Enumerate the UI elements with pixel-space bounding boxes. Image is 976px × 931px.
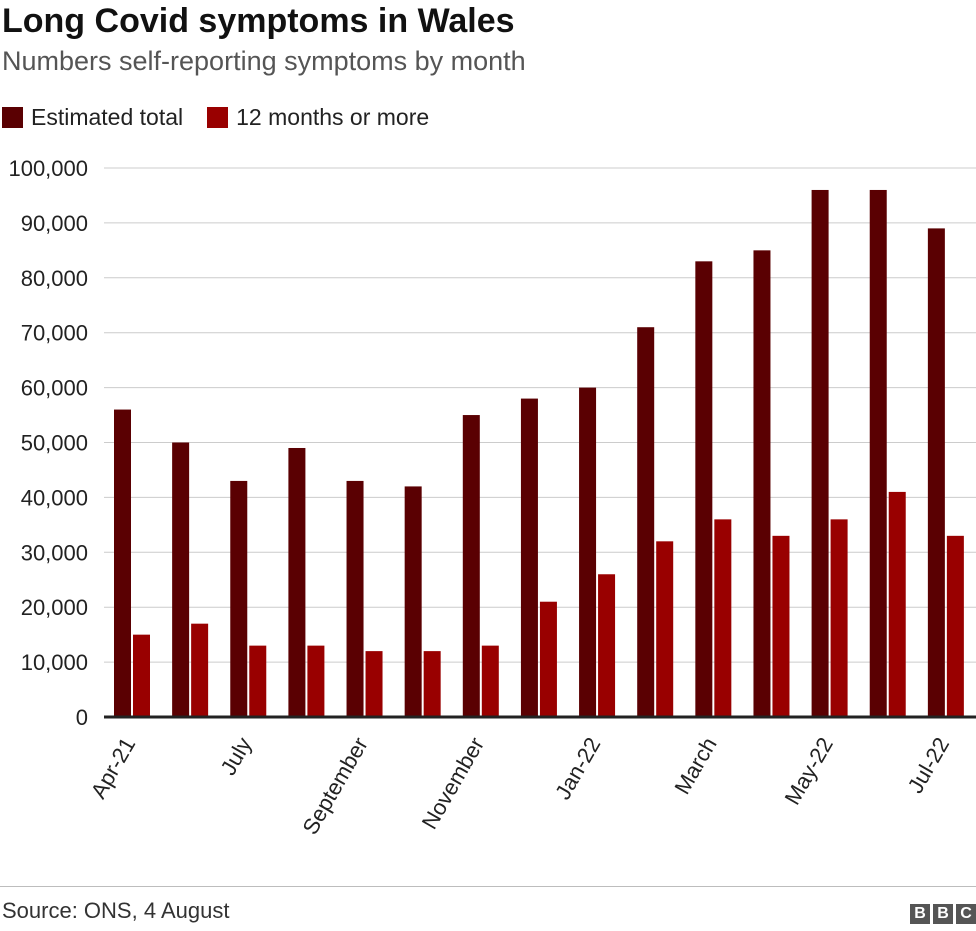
x-tick-label: September xyxy=(297,733,372,839)
bar-12-months-or-more xyxy=(539,601,557,717)
bar-12-months-or-more xyxy=(772,535,790,717)
legend: Estimated total 12 months or more xyxy=(2,104,453,131)
legend-swatch-12-months-or-more xyxy=(207,107,229,128)
bar-estimated-total xyxy=(753,250,771,717)
bar-estimated-total xyxy=(520,398,538,717)
bar-estimated-total xyxy=(114,409,131,717)
bar-12-months-or-more xyxy=(423,651,441,717)
footer-divider xyxy=(0,886,976,887)
bar-12-months-or-more xyxy=(598,574,616,717)
y-tick-label: 10,000 xyxy=(21,650,88,675)
x-tick-label: Apr-21 xyxy=(86,733,141,803)
bar-estimated-total xyxy=(927,228,945,717)
y-tick-label: 20,000 xyxy=(21,595,88,620)
bar-estimated-total xyxy=(637,327,655,717)
bbc-logo-letter: B xyxy=(933,904,953,924)
y-tick-label: 60,000 xyxy=(21,376,88,401)
bbc-logo: B B C xyxy=(907,904,976,924)
y-tick-label: 40,000 xyxy=(21,485,88,510)
bar-estimated-total xyxy=(695,261,713,717)
y-tick-label: 90,000 xyxy=(21,211,88,236)
bar-chart: 0 10,000 20,000 30,000 40,000 50,000 60,000 70,… xyxy=(8,156,976,839)
bar-12-months-or-more xyxy=(888,491,906,717)
bar-estimated-total xyxy=(404,486,422,717)
y-tick-label: 70,000 xyxy=(21,321,88,346)
bbc-logo-letter: C xyxy=(956,904,976,924)
x-tick-label: Jan-22 xyxy=(550,733,605,804)
y-tick-label: 50,000 xyxy=(21,431,88,456)
bar-estimated-total xyxy=(346,480,364,717)
bar-12-months-or-more xyxy=(365,651,383,717)
bar-estimated-total xyxy=(579,387,597,717)
legend-label-estimated-total: Estimated total xyxy=(31,104,184,130)
legend-item-12-months-or-more: 12 months or more xyxy=(207,104,429,131)
chart-title: Long Covid symptoms in Wales xyxy=(2,2,515,40)
legend-item-estimated-total: Estimated total xyxy=(2,104,183,131)
bar-estimated-total xyxy=(462,415,480,717)
chart-subtitle: Numbers self-reporting symptoms by month xyxy=(2,46,526,76)
bar-estimated-total xyxy=(230,480,248,717)
y-tick-label: 100,000 xyxy=(8,156,88,181)
source-note: Source: ONS, 4 August xyxy=(2,898,230,923)
bar-estimated-total xyxy=(172,442,190,717)
bar-12-months-or-more xyxy=(481,645,499,717)
legend-swatch-estimated-total xyxy=(2,107,23,128)
y-tick-label: 30,000 xyxy=(21,540,88,565)
bbc-logo-letter: B xyxy=(910,904,930,924)
bar-12-months-or-more xyxy=(133,634,150,717)
x-tick-label: March xyxy=(669,733,721,798)
bar-12-months-or-more xyxy=(714,519,732,717)
x-tick-label: May-22 xyxy=(780,733,838,809)
x-tick-label: Jul-22 xyxy=(903,733,955,797)
bar-12-months-or-more xyxy=(830,519,848,717)
bar-12-months-or-more xyxy=(656,541,674,717)
y-tick-label: 80,000 xyxy=(21,266,88,291)
bar-estimated-total xyxy=(811,189,829,718)
bar-12-months-or-more xyxy=(946,535,964,717)
bar-12-months-or-more xyxy=(191,623,209,717)
legend-label-12-months-or-more: 12 months or more xyxy=(236,104,430,130)
bar-12-months-or-more xyxy=(249,645,267,717)
x-tick-label: July xyxy=(215,733,256,779)
y-tick-label: 0 xyxy=(76,705,88,730)
x-tick-label: November xyxy=(417,733,489,833)
bar-estimated-total xyxy=(288,447,306,717)
bar-estimated-total xyxy=(869,189,887,718)
bar-12-months-or-more xyxy=(307,645,325,717)
